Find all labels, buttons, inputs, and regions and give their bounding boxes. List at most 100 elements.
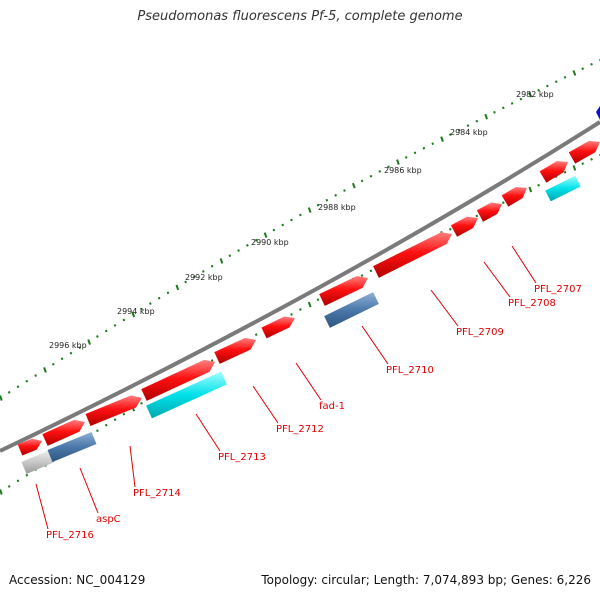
gene-arrow-cyan bbox=[545, 175, 581, 202]
gene-arrow-gray bbox=[21, 450, 55, 474]
scale-tick bbox=[254, 333, 258, 336]
scale-tick bbox=[272, 228, 276, 232]
gene-label: PFL_2714 bbox=[133, 488, 181, 499]
scale-tick bbox=[378, 170, 382, 173]
scale-label: 2984 kbp bbox=[450, 128, 488, 137]
scale-tick bbox=[201, 270, 205, 273]
scale-tick bbox=[431, 142, 434, 146]
gene-arrow-darkblue bbox=[596, 106, 600, 120]
scale-tick bbox=[7, 485, 11, 488]
scale-tick bbox=[449, 228, 452, 231]
gene-arrow-red bbox=[319, 276, 368, 306]
scale-tick bbox=[16, 479, 20, 483]
gene-leader-line bbox=[483, 261, 511, 298]
scale-tick bbox=[193, 275, 196, 279]
gene-leader-line bbox=[295, 362, 322, 401]
scale-tick bbox=[422, 146, 426, 150]
scale-tick bbox=[122, 412, 126, 416]
scale-tick bbox=[537, 183, 540, 187]
scale-tick bbox=[140, 401, 143, 405]
scale-tick bbox=[537, 89, 540, 92]
scale-tick bbox=[440, 136, 444, 142]
scale-tick bbox=[510, 102, 514, 105]
scale-tick bbox=[210, 359, 214, 362]
scale-tick bbox=[25, 473, 29, 477]
scale-tick bbox=[475, 119, 479, 123]
scale-label: 2992 kbp bbox=[185, 273, 223, 282]
scale-tick bbox=[475, 214, 479, 218]
gene-label: aspC bbox=[96, 514, 121, 525]
scale-labels: 2982 kbp 2984 kbp 2986 kbp 2988 kbp 2990 kbp… bbox=[49, 90, 554, 350]
scale-tick bbox=[290, 218, 293, 222]
scale-label: 2990 kbp bbox=[251, 238, 289, 247]
scale-tick bbox=[104, 423, 108, 427]
gene-leader-line bbox=[79, 467, 99, 514]
scale-tick bbox=[254, 238, 258, 242]
gene-arrow-red bbox=[42, 419, 85, 446]
scale-tick bbox=[263, 232, 268, 238]
gene-arrow-red bbox=[214, 337, 256, 364]
scale-tick bbox=[157, 296, 161, 300]
scale-tick bbox=[96, 429, 99, 433]
map-title: Pseudomonas fluorescens Pf-5, complete g… bbox=[137, 9, 463, 24]
gene-arrow-red bbox=[373, 232, 452, 278]
gene-arrow-red bbox=[261, 316, 295, 339]
gene-leader-line bbox=[35, 483, 49, 530]
gene-label: PFL_2709 bbox=[456, 327, 504, 338]
gene-leader-line bbox=[129, 445, 136, 488]
scale-tick bbox=[369, 174, 373, 178]
scale-tick bbox=[404, 156, 408, 159]
scale-tick bbox=[43, 367, 47, 373]
gene-arrow-cyan bbox=[146, 371, 227, 419]
scale-tick bbox=[113, 324, 117, 327]
genome-backbone bbox=[0, 120, 600, 453]
gene-label: fad-1 bbox=[319, 401, 345, 412]
scale-tick bbox=[122, 318, 126, 322]
gene-leader-line bbox=[361, 325, 389, 365]
scale-tick bbox=[0, 489, 3, 495]
scale-tick bbox=[396, 159, 400, 165]
gene-arrow-red bbox=[450, 216, 478, 237]
scale-tick bbox=[307, 207, 312, 213]
scale-tick bbox=[334, 194, 337, 197]
genome-summary-text: Topology: circular; Length: 7,074,893 bp… bbox=[261, 573, 591, 587]
scale-tick bbox=[360, 179, 364, 183]
scale-tick bbox=[166, 291, 170, 295]
gene-arrow-red bbox=[17, 438, 42, 456]
scale-tick bbox=[316, 298, 320, 301]
gene-arrow-red bbox=[568, 140, 600, 164]
scale-tick bbox=[581, 67, 584, 70]
scale-tick bbox=[78, 346, 82, 349]
scale-tick bbox=[590, 62, 593, 66]
scale-tick bbox=[360, 274, 364, 277]
scale-tick bbox=[581, 162, 584, 165]
scale-tick bbox=[546, 84, 549, 88]
gene-leader-line bbox=[252, 385, 279, 424]
scale-tick bbox=[228, 254, 232, 258]
scale-tick bbox=[528, 186, 533, 193]
scale-tick bbox=[590, 157, 593, 161]
scale-tick bbox=[501, 106, 505, 110]
scale-label: 2986 kbp bbox=[384, 166, 422, 175]
accession-text: Accession: NC_004129 bbox=[9, 573, 146, 587]
gene-label: PFL_2716 bbox=[46, 530, 94, 541]
scale-tick bbox=[572, 165, 577, 171]
scale-label: 2982 kbp bbox=[516, 90, 554, 99]
gene-label: PFL_2708 bbox=[508, 298, 556, 309]
scale-label: 2988 kbp bbox=[318, 203, 356, 212]
gene-labels: PFL_2707 PFL_2708 PFL_2709 PFL_2710 fad-1 PFL… bbox=[35, 245, 582, 541]
scale-tick bbox=[563, 170, 567, 174]
scale-tick bbox=[113, 418, 117, 421]
scale-tick bbox=[131, 311, 136, 318]
outer-scale-ticks bbox=[0, 59, 600, 401]
scale-tick bbox=[299, 308, 302, 311]
scale-tick bbox=[87, 339, 91, 345]
scale-tick bbox=[34, 374, 37, 377]
scale-tick bbox=[316, 203, 320, 207]
scale-tick bbox=[184, 280, 187, 284]
gene-arrow-red bbox=[539, 161, 568, 183]
scale-tick bbox=[281, 223, 284, 227]
scale-tick bbox=[175, 284, 180, 291]
scale-tick bbox=[219, 258, 224, 264]
